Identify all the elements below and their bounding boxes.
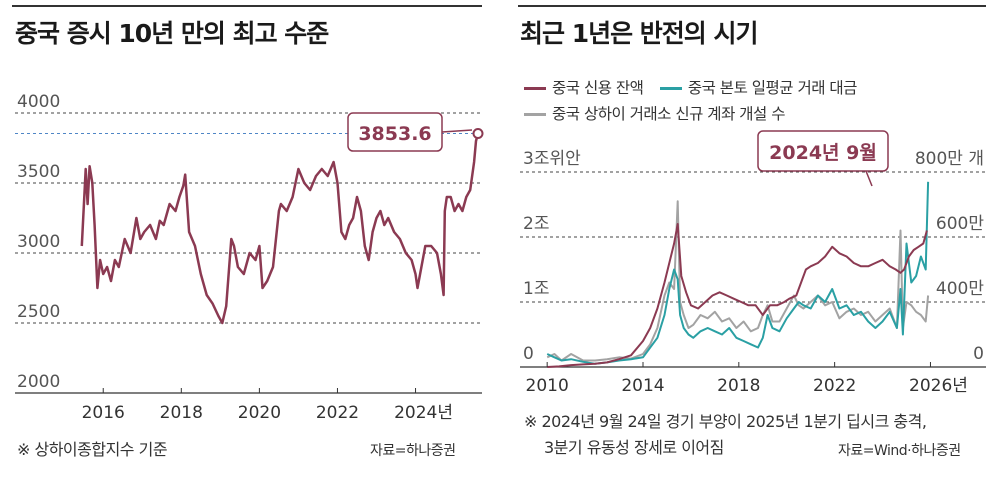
legend-accounts-label: 중국 상하이 거래소 신규 계좌 개설 수 [552,105,785,123]
right-right-ytick-label: 800만 개 [915,149,984,169]
legend-credit: 중국 신용 잔액 [524,76,644,98]
right-left-ytick-label: 0 [523,344,534,364]
right-series-0 [547,223,928,368]
right-xtick-label: 2014 [621,376,664,396]
left-callout-text: 3853.6 [358,123,431,145]
left-chart: 4000 3500 3000 2500 2000 3853.6 2016 2018 2020… [15,92,484,423]
legend-credit-label: 중국 신용 잔액 [552,79,644,97]
left-panel-title: 중국 증시 10년 만의 최고 수준 [15,19,329,48]
right-left-ytick-label: 2조 [523,214,549,234]
left-xtick-label: 2020 [238,403,281,423]
left-xtick-label: 2018 [160,403,203,423]
left-ytick-label: 3000 [17,232,60,252]
right-note-line2: 3분기 유동성 장세로 이어짐 [544,438,724,457]
left-ytick-label: 2500 [17,302,60,322]
legend-volume: 중국 본토 일평균 거래 대금 [659,76,858,98]
right-series-2 [546,200,930,362]
left-xtick-label: 2022 [316,403,359,423]
right-left-ytick-label: 3조위안 [523,149,581,169]
left-ytick-label: 2000 [17,372,60,392]
left-xtick-label: 2016 [82,403,125,423]
right-xtick-label: 2018 [717,376,760,396]
right-note-line1: ※ 2024년 9월 24일 경기 부양이 2025년 1분기 딥시크 충격, [524,412,927,431]
legend-accounts: 중국 상하이 거래소 신규 계좌 개설 수 [524,102,984,124]
right-panel-title: 최근 1년은 반전의 시기 [520,19,759,48]
left-callout-pointer [441,129,473,133]
left-note: ※ 상하이종합지수 기준 [17,440,168,459]
left-xtick-label: 2024년 [394,403,453,423]
right-top-rule [518,5,986,7]
legend-volume-label: 중국 본토 일평균 거래 대금 [687,79,858,97]
right-callout-pointer [865,170,873,187]
right-xtick-label: 2026년 [909,376,968,396]
right-right-ytick-label: 400만 [936,279,984,299]
left-source: 자료=하나증권 [370,443,456,459]
left-top-rule [12,5,482,7]
right-legend: 중국 신용 잔액 중국 본토 일평균 거래 대금 중국 상하이 거래소 신규 계… [524,76,984,124]
right-left-ytick-label: 1조 [523,279,549,299]
left-endpoint-marker [472,127,484,139]
right-callout-box [757,130,889,172]
right-right-ytick-label: 0 [973,344,984,364]
right-right-ytick-label: 600만 [936,214,984,234]
left-series-line [80,133,480,325]
right-xtick-label: 2010 [526,376,569,396]
left-ytick-label: 4000 [17,92,60,112]
right-series-1 [546,181,930,365]
left-ytick-label: 3500 [17,162,60,182]
right-xtick-label: 2022 [813,376,856,396]
right-source: 자료=Wind·하나증권 [838,443,961,459]
right-callout-text: 2024년 9월 [769,142,877,164]
